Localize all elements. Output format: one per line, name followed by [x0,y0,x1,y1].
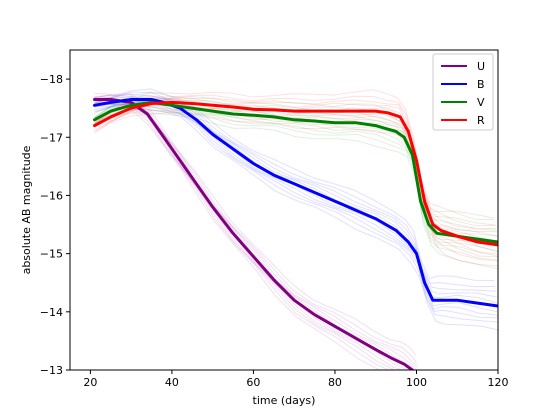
spread-bands [94,88,498,370]
x-axis-ticks: 20 40 60 80 100 120 [83,370,509,389]
series-realization-b [94,106,498,331]
y-tick-label: −13 [40,364,63,377]
y-tick-label: −16 [40,189,63,202]
series-realization-u [94,94,418,366]
y-tick-label: −18 [40,73,63,86]
series-realization-b [94,100,498,316]
series-line-r [93,100,498,247]
x-tick-label: 60 [246,376,260,389]
x-tick-label: 20 [83,376,97,389]
y-axis-ticks: −18 −17 −16 −15 −14 −13 [40,73,70,377]
legend-box [432,53,494,131]
series-realization-v [94,105,498,257]
x-tick-label: 40 [165,376,179,389]
series-realization-v [94,112,498,267]
series-realization-b [94,93,497,292]
series-realization-b [94,88,495,282]
series-lines [93,98,498,370]
series-realization-u [94,94,417,363]
y-tick-label: −15 [40,248,63,261]
x-tick-label: 120 [488,376,509,389]
series-realization-u [94,103,397,370]
plot-frame [69,49,499,371]
series-realization-u [94,104,381,370]
series-realization-b [94,91,496,288]
x-axis-label: time (days) [253,394,316,407]
y-tick-label: −14 [40,306,63,319]
series-realization-r [94,97,497,237]
x-tick-label: 80 [328,376,342,389]
series-realization-b [94,101,498,319]
x-tick-label: 100 [406,376,427,389]
legend-label-v: V [477,96,485,109]
series-realization-v [94,108,498,261]
series-realization-r [94,89,495,220]
series-realization-u [94,92,417,356]
legend-label-r: R [477,114,485,127]
series-realization-r [94,111,498,270]
series-realization-r [94,95,497,231]
series-line-v [93,100,498,244]
series-realization-b [94,96,497,298]
y-axis-label: absolute AB magnitude [20,145,33,274]
legend-label-u: U [477,60,485,73]
series-realization-r [94,94,496,227]
series-realization-v [94,103,498,253]
y-tick-label: −17 [40,131,63,144]
series-realization-b [94,103,498,323]
legend-label-b: B [477,78,485,91]
series-realization-u [94,103,391,370]
series-line-u [93,98,415,370]
